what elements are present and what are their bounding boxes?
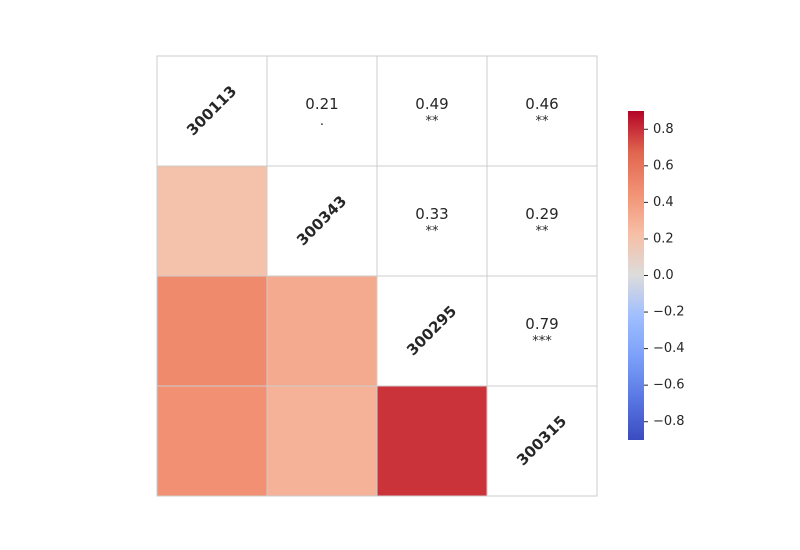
heatmap-cell-upper xyxy=(266,55,378,167)
heatmap-cell-upper xyxy=(376,55,488,167)
colorbar-tick-label: 0.0 xyxy=(653,268,674,283)
correlation-value-label: 0.79 xyxy=(525,315,558,333)
colorbar-gradient xyxy=(628,111,644,440)
heatmap-cell-diagonal xyxy=(156,55,268,167)
colorbar-tick-label: 0.6 xyxy=(653,158,674,173)
significance-stars-label: ** xyxy=(426,114,440,129)
heatmap-cell-lower xyxy=(266,385,378,497)
correlation-value-label: 0.33 xyxy=(415,205,448,223)
heatmap-cell-lower xyxy=(376,385,488,497)
significance-stars-label: *** xyxy=(532,334,552,349)
colorbar-tick-label: −0.4 xyxy=(653,341,685,356)
colorbar-tick-label: −0.8 xyxy=(653,414,685,429)
colorbar-tick-label: 0.4 xyxy=(653,195,674,210)
significance-stars-label: . xyxy=(320,114,324,129)
heatmap-cell-diagonal xyxy=(486,385,598,497)
correlation-value-label: 0.46 xyxy=(525,95,558,113)
heatmap-cell-upper xyxy=(486,55,598,167)
heatmap-cell-lower xyxy=(156,275,268,387)
significance-stars-label: ** xyxy=(426,224,440,239)
colorbar: 0.8 0.6 0.4 0.2 0.0 −0.2 −0.4 −0.6 −0.8 xyxy=(628,111,685,440)
heatmap-cell-lower xyxy=(156,385,268,497)
colorbar-tick-label: −0.6 xyxy=(653,378,685,393)
colorbar-tick-label: 0.2 xyxy=(653,231,674,246)
heatmap-cell-lower xyxy=(156,165,268,277)
significance-stars-label: ** xyxy=(536,224,550,239)
heatmap-cell-diagonal xyxy=(266,165,378,277)
heatmap-cells xyxy=(156,55,598,497)
correlation-value-label: 0.21 xyxy=(305,95,338,113)
correlation-value-label: 0.49 xyxy=(415,95,448,113)
colorbar-tick-label: 0.8 xyxy=(653,122,674,137)
colorbar-tick-label: −0.2 xyxy=(653,305,685,320)
heatmap-cell-diagonal xyxy=(376,275,488,387)
heatmap-cell-upper xyxy=(376,165,488,277)
significance-stars-label: ** xyxy=(536,114,550,129)
correlation-value-label: 0.29 xyxy=(525,205,558,223)
heatmap-cell-lower xyxy=(266,275,378,387)
